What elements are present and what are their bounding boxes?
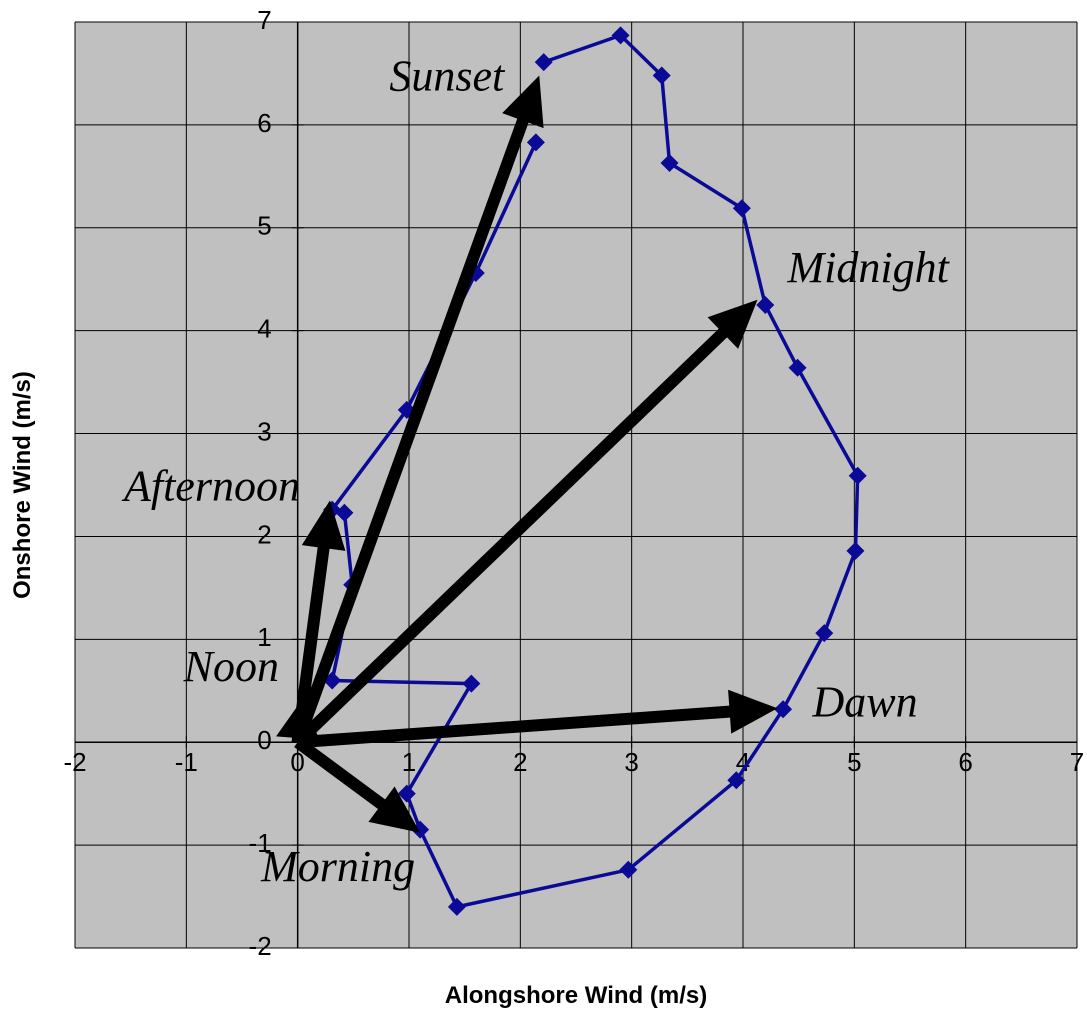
y-axis-title: Onshore Wind (m/s) <box>9 371 36 599</box>
data-point <box>727 771 746 790</box>
data-point <box>756 295 775 314</box>
y-tick-label: 5 <box>257 211 271 241</box>
data-point <box>534 53 553 72</box>
data-point <box>447 897 466 916</box>
arrow-label: Afternoon <box>121 462 300 511</box>
y-tick-label: 4 <box>257 314 271 344</box>
y-tick-label: 7 <box>257 5 271 35</box>
y-tick-label: 1 <box>257 622 271 652</box>
x-tick-label: 1 <box>402 747 416 777</box>
data-point <box>815 624 834 643</box>
y-tick-label: -1 <box>249 828 272 858</box>
arrow <box>291 500 346 744</box>
data-point <box>788 358 807 377</box>
arrow <box>293 299 758 747</box>
arrow-label: Midnight <box>786 243 950 292</box>
x-tick-label: 7 <box>1070 747 1084 777</box>
arrow <box>294 737 421 833</box>
data-point <box>652 66 671 85</box>
arrow-label: Dawn <box>812 677 918 726</box>
data-point <box>611 26 630 45</box>
x-tick-label: -1 <box>175 747 198 777</box>
x-tick-label: -2 <box>63 747 86 777</box>
y-tick-label: -2 <box>249 931 272 961</box>
arrow <box>292 75 544 745</box>
x-tick-label: 2 <box>513 747 527 777</box>
data-point <box>397 784 416 803</box>
arrow-label: Noon <box>183 642 279 691</box>
plot-area <box>75 22 1077 948</box>
arrow <box>297 689 778 749</box>
data-point <box>660 153 679 172</box>
y-tick-label: 6 <box>257 108 271 138</box>
y-tick-label: 2 <box>257 519 271 549</box>
data-point <box>619 860 638 879</box>
y-tick-label: 3 <box>257 416 271 446</box>
data-point <box>335 503 354 522</box>
data-point <box>774 700 793 719</box>
x-tick-label: 3 <box>624 747 638 777</box>
data-point <box>526 133 545 152</box>
x-tick-label: 4 <box>736 747 750 777</box>
x-tick-label: 5 <box>847 747 861 777</box>
arrow-label: Morning <box>260 842 415 891</box>
data-point <box>462 674 481 693</box>
x-axis-title: Alongshore Wind (m/s) <box>445 982 707 1009</box>
data-point <box>848 466 867 485</box>
arrow-label: Sunset <box>389 52 506 101</box>
x-tick-label: 6 <box>958 747 972 777</box>
y-tick-label: 0 <box>257 725 271 755</box>
data-point <box>846 541 865 560</box>
data-point <box>732 199 751 218</box>
